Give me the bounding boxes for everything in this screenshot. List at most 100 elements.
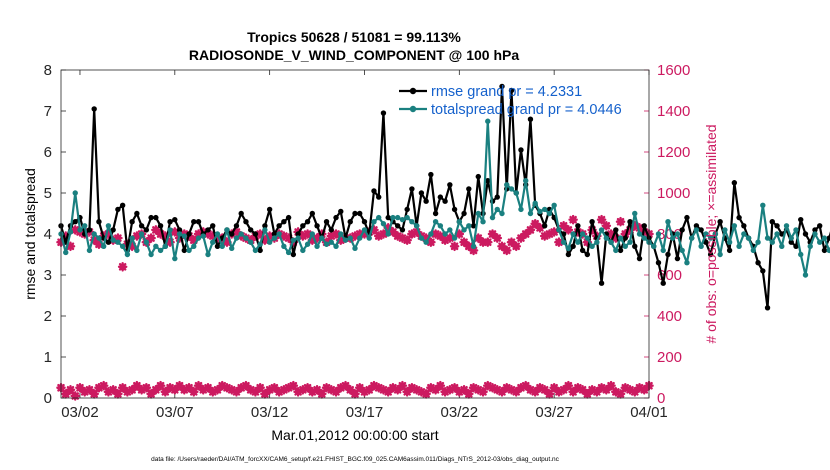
rmse-point xyxy=(769,219,775,225)
series-totalspread xyxy=(58,118,830,278)
totalspread-point xyxy=(523,178,529,184)
totalspread-point xyxy=(124,251,131,258)
obs-count-assimilated-point xyxy=(639,385,650,395)
obs-count-assimilated-point xyxy=(331,387,341,397)
totalspread-point xyxy=(271,235,278,241)
obs-count-possible-point xyxy=(231,227,242,237)
totalspread-point xyxy=(86,247,93,254)
obs-count-possible-point xyxy=(482,237,493,247)
totalspread-point xyxy=(627,239,633,245)
rmse-point xyxy=(281,219,287,225)
x-tick-label: 03/07 xyxy=(156,404,194,421)
obs-count-possible-point xyxy=(634,223,645,233)
totalspread-point xyxy=(295,235,301,241)
rmse-point xyxy=(665,251,671,258)
obs-count-assimilated-point xyxy=(108,385,118,395)
obs-count-possible-point xyxy=(302,229,313,239)
rmse-point xyxy=(726,247,733,254)
totalspread-point xyxy=(376,214,382,221)
obs-count-assimilated-point xyxy=(421,389,431,399)
obs-count-assimilated-point xyxy=(165,382,175,393)
rmse-point xyxy=(442,198,448,204)
obs-count-possible-point xyxy=(445,233,455,243)
obs-count-assimilated-point xyxy=(445,385,455,395)
totalspread-point xyxy=(589,243,595,249)
obs-count-assimilated-point xyxy=(620,382,631,393)
totalspread-point xyxy=(428,231,434,237)
legend-spread-marker xyxy=(409,105,417,113)
rmse-point xyxy=(632,243,638,249)
obs-count-possible-point xyxy=(558,221,569,231)
rmse-point xyxy=(466,186,472,192)
rmse-point xyxy=(518,147,524,153)
obs-count-possible-point xyxy=(606,229,616,239)
totalspread-point xyxy=(309,231,316,237)
obs-count-possible-point xyxy=(611,233,621,243)
totalspread-point xyxy=(598,227,605,233)
rmse-point xyxy=(143,227,150,233)
rmse-point xyxy=(243,219,249,225)
obs-count-assimilated-point xyxy=(226,385,237,395)
obs-count-assimilated-point xyxy=(231,387,242,397)
obs-count-assimilated-point xyxy=(497,387,507,397)
obs-count-assimilated-point xyxy=(596,382,607,393)
totalspread-point xyxy=(750,247,757,254)
rmse-point xyxy=(409,186,415,192)
totalspread-point xyxy=(437,223,444,229)
obs-count-assimilated-point xyxy=(122,387,133,397)
rmse-point xyxy=(347,219,353,225)
rmse-point xyxy=(338,208,344,215)
rmse-point xyxy=(613,227,619,233)
obs-count-assimilated-point xyxy=(79,387,90,397)
rmse-point xyxy=(541,223,548,229)
obs-count-possible-point xyxy=(127,241,137,252)
obs-count-possible-point xyxy=(260,235,270,245)
totalspread-point xyxy=(466,223,472,229)
obs-count-assimilated-point xyxy=(573,382,583,393)
totalspread-point xyxy=(570,231,576,237)
rmse-point xyxy=(176,227,183,233)
obs-count-assimilated-point xyxy=(279,385,289,395)
obs-count-possible-point xyxy=(392,231,403,241)
totalspread-point xyxy=(508,186,515,192)
totalspread-point xyxy=(546,210,553,217)
rmse-point xyxy=(361,219,368,225)
totalspread-point xyxy=(304,241,311,247)
totalspread-point xyxy=(262,227,268,233)
totalspread-point xyxy=(352,245,358,252)
totalspread-point xyxy=(812,231,818,237)
obs-count-assimilated-point xyxy=(217,380,228,391)
totalspread-point xyxy=(764,235,771,241)
obs-count-possible-point xyxy=(155,229,166,239)
obs-count-possible-point xyxy=(378,229,389,239)
totalspread-point xyxy=(793,227,799,233)
obs-count-assimilated-point xyxy=(468,382,479,393)
totalspread-point xyxy=(537,208,543,215)
totalspread-point xyxy=(119,243,126,249)
totalspread-point xyxy=(788,235,794,241)
obs-count-assimilated-point xyxy=(383,387,393,397)
obs-count-assimilated-point xyxy=(264,385,275,395)
totalspread-point xyxy=(224,227,230,233)
totalspread-point xyxy=(314,243,320,249)
rmse-point xyxy=(736,214,742,221)
obs-count-possible-point xyxy=(539,231,550,241)
totalspread-point xyxy=(636,231,643,237)
rmse-point xyxy=(741,223,747,229)
totalspread-point xyxy=(191,243,197,249)
obs-count-assimilated-point xyxy=(65,385,76,395)
rmse-point xyxy=(191,219,197,225)
obs-count-assimilated-point xyxy=(568,387,578,397)
obs-count-assimilated-point xyxy=(117,382,128,393)
totalspread-point xyxy=(826,247,830,254)
rmse-point xyxy=(499,83,505,90)
obs-count-possible-point xyxy=(402,235,412,245)
rmse-point xyxy=(214,243,221,249)
rmse-point xyxy=(172,216,178,223)
totalspread-point xyxy=(731,223,738,229)
obs-count-assimilated-point xyxy=(103,387,114,397)
totalspread-point xyxy=(532,200,538,206)
totalspread-point xyxy=(480,219,486,225)
rmse-point xyxy=(271,231,278,237)
rmse-point xyxy=(86,227,93,233)
